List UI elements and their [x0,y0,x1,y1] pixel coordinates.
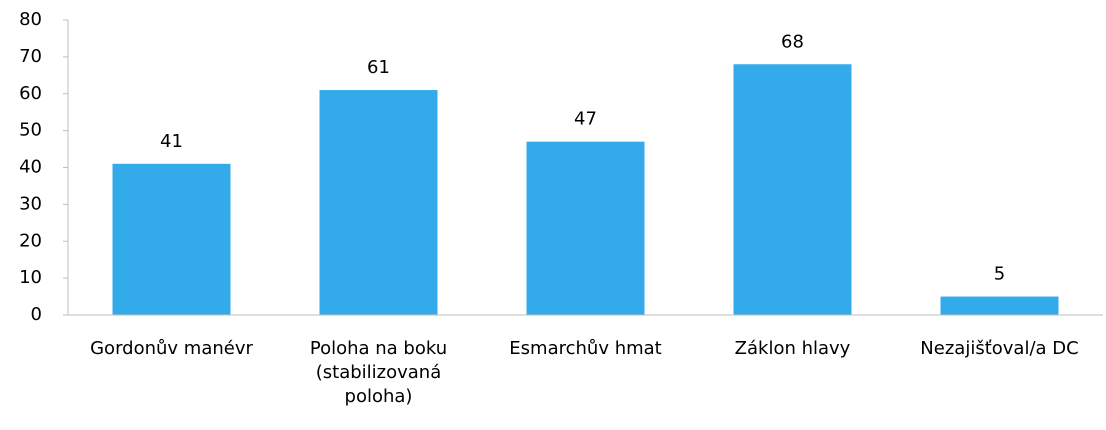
bar [319,90,438,315]
y-tick-label: 70 [19,46,42,67]
y-tick-label: 50 [19,120,42,141]
bar [112,163,231,315]
y-tick-label: 80 [19,9,42,30]
y-tick-label: 10 [19,267,42,288]
y-tick-label: 40 [19,157,42,178]
data-label: 47 [574,109,597,130]
y-tick-label: 20 [19,230,42,251]
x-tick-label: Poloha na boku (stabilizovaná poloha) [309,338,448,407]
bar [940,296,1059,315]
data-label: 5 [994,264,1005,285]
data-label: 41 [160,131,183,152]
x-tick-label: Esmarchův hmat [509,338,662,359]
bar [733,64,852,315]
bar [526,141,645,315]
data-label: 61 [367,57,390,78]
y-tick-label: 30 [19,193,42,214]
x-tick-label: Nezajišťoval/a DC [920,338,1079,359]
data-label: 68 [781,31,804,52]
x-tick-label: Gordonův manévr [90,338,253,359]
y-tick-label: 0 [31,304,42,325]
x-tick-label: Záklon hlavy [734,338,851,359]
y-tick-label: 60 [19,83,42,104]
